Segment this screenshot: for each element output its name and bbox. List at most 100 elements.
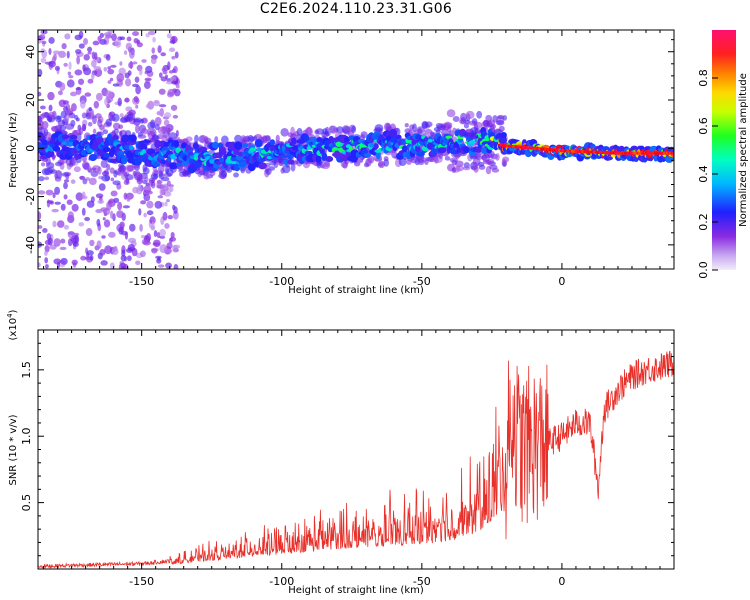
spectrogram-noise-blob xyxy=(233,172,239,178)
spectrogram-noise-blob xyxy=(172,244,179,253)
spectrogram-noise-blob xyxy=(54,176,62,182)
spectrogram-noise-blob xyxy=(476,110,483,119)
spectrogram-noise-blob xyxy=(68,61,72,70)
spectrogram-noise-blob xyxy=(146,128,152,136)
spectrogram-noise-blob xyxy=(120,254,127,262)
spectrogram-noise-blob xyxy=(165,80,173,85)
spectrogram-noise-blob xyxy=(154,116,162,126)
spectrogram-noise-blob xyxy=(141,127,148,135)
spectrogram-ridge-blob xyxy=(247,163,256,172)
spectrogram-noise-blob xyxy=(485,158,495,165)
spectrogram-noise-blob xyxy=(105,54,111,61)
spectrogram-noise-blob xyxy=(60,257,68,265)
spectrogram-noise-blob xyxy=(77,78,85,85)
spectrogram-noise-blob xyxy=(150,57,157,65)
spectrogram-noise-blob xyxy=(164,201,168,207)
colorbar-tick-label: 0.6 xyxy=(697,117,710,135)
spectrogram-noise-blob xyxy=(94,68,103,77)
spectrogram-ridge-peak xyxy=(119,150,124,155)
spectrogram-noise-blob xyxy=(91,72,95,80)
spectrogram-noise-blob xyxy=(38,190,46,195)
spectrogram-ridge-blob xyxy=(416,151,425,157)
colorbar-tick-label: 0.4 xyxy=(697,165,710,183)
spectrogram-ridge-blob xyxy=(463,146,470,154)
spectrogram-noise-blob xyxy=(48,104,53,112)
spectrogram-noise-blob xyxy=(158,72,163,78)
colorbar-gradient xyxy=(712,30,736,270)
spectrogram-noise-blob xyxy=(48,60,56,68)
spectrogram-ridge-blob xyxy=(173,140,180,148)
spectrogram-noise-blob xyxy=(491,168,500,173)
spectrogram-noise-blob xyxy=(164,223,170,229)
spectrogram-noise-blob xyxy=(150,119,156,129)
spectrogram-noise-blob xyxy=(121,249,126,257)
spectrogram-noise-blob xyxy=(118,67,126,75)
spectrogram-ridge-blob xyxy=(233,141,243,150)
spectrogram-ridge-blob xyxy=(280,154,288,159)
spectrogram-noise-blob xyxy=(157,256,161,261)
spectrogram-noise-blob xyxy=(103,219,111,228)
spectrogram-noise-blob xyxy=(83,37,89,45)
chart-title: C2E6.2024.110.23.31.G06 xyxy=(259,1,453,17)
spectrogram-noise-blob xyxy=(378,162,384,167)
spectrogram-ridge-blob xyxy=(142,139,151,144)
spectrogram-noise-blob xyxy=(78,222,85,227)
spectrogram-noise-blob xyxy=(97,118,103,128)
spectrogram-noise-blob xyxy=(45,162,55,169)
spectrogram-noise-blob xyxy=(221,135,229,144)
spectrogram-noise-blob xyxy=(105,90,113,100)
spectrogram-ridge-blob xyxy=(88,153,98,162)
spectrogram-noise-blob xyxy=(234,134,243,143)
spectrogram-noise-blob xyxy=(83,53,90,61)
spectrogram-noise-blob xyxy=(173,264,179,269)
spectrogram-noise-blob xyxy=(136,42,143,48)
spectrogram-noise-blob xyxy=(54,65,60,71)
spectrogram-noise-blob xyxy=(143,193,151,202)
spectrogram-noise-blob xyxy=(66,199,73,205)
spectrogram-ridge-blob xyxy=(396,134,402,140)
spectrogram-noise-blob xyxy=(145,65,153,74)
spectrogram-ridge-peak xyxy=(102,146,111,153)
x-tick-label: -50 xyxy=(413,575,431,588)
spectrogram-noise-blob xyxy=(39,113,45,120)
spectrogram-noise-blob xyxy=(132,61,138,65)
spectrogram-noise-blob xyxy=(473,165,479,173)
spectrogram-noise-blob xyxy=(128,49,135,59)
spectrogram-ridge-blob xyxy=(40,155,48,160)
spectrogram-noise-blob xyxy=(153,101,161,107)
spectrogram-noise-blob xyxy=(92,115,97,125)
spectrogram-noise-blob xyxy=(117,201,123,211)
spectrogram-noise-blob xyxy=(445,122,453,127)
spectrogram-noise-blob xyxy=(156,179,162,189)
spectrogram-noise-blob xyxy=(168,237,173,244)
spectrogram-x-ticks: -150 -100 -50 0 xyxy=(43,30,675,288)
spectrogram-noise-blob xyxy=(449,157,459,163)
spectrogram-noise-blob xyxy=(103,169,109,176)
spectrogram-noise-blob xyxy=(112,122,121,130)
spectrogram-ridge-blob xyxy=(175,162,183,167)
spectrogram-noise-blob xyxy=(273,160,279,169)
spectrogram-noise-blob xyxy=(113,197,120,204)
spectrogram-noise-blob xyxy=(142,167,150,175)
spectrogram-noise-blob xyxy=(451,167,457,173)
spectrogram-noise-blob xyxy=(96,218,101,227)
snr-panel: -150 -100 -50 0 0.5 1.0 1.5 Height of straigh… xyxy=(6,309,675,596)
spectrogram-noise-blob xyxy=(498,125,505,132)
spectrogram-noise-blob xyxy=(54,161,63,167)
spectrogram-noise-blob xyxy=(137,134,147,139)
spectrogram-noise-blob xyxy=(148,177,156,184)
spectrogram-noise-blob xyxy=(138,208,142,216)
spectrogram-noise-blob xyxy=(84,92,92,97)
spectrogram-noise-blob xyxy=(194,134,199,144)
spectrogram-noise-blob xyxy=(374,157,383,162)
spectrogram-noise-blob xyxy=(126,36,132,42)
spectrogram-noise-blob xyxy=(341,125,351,134)
spectrogram-ridge-blob xyxy=(373,143,379,150)
spectrogram-noise-blob xyxy=(48,111,55,118)
spectrogram-noise-blob xyxy=(404,128,412,134)
spectrogram-noise-blob xyxy=(89,239,95,247)
spectrogram-noise-blob xyxy=(168,249,173,253)
spectrogram-noise-blob xyxy=(68,112,76,119)
spectrogram-noise-blob xyxy=(110,177,115,182)
